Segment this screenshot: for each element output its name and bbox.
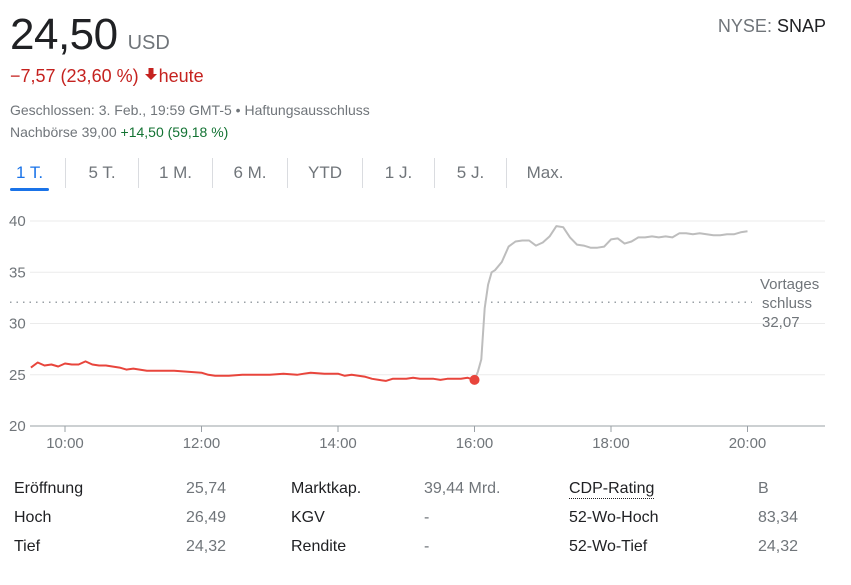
stat-value: 26,49 [186,509,227,526]
x-tick-label: 10:00 [46,435,84,452]
tab-divider [434,158,435,188]
stat-value: - [424,509,430,526]
tab-6-months[interactable]: 6 M. [233,163,267,182]
stat-value: - [424,538,430,555]
change-value: −7,57 (23,60 %) [10,66,139,86]
tab-divider [506,158,507,188]
stat-label: Eröffnung [14,480,84,497]
stat-value: 24,32 [186,538,227,555]
x-tick-label: 20:00 [729,435,767,452]
after-hours-price: Nachbörse 39,00 [10,124,117,140]
range-tabs: 1 T. 5 T. 1 M. 6 M. YTD 1 J. 5 J. Max. [10,158,583,192]
current-price: 24,50 [10,10,118,59]
after-hours-info: Nachbörse 39,00 +14,50 (59,18 %) [10,124,228,140]
price-row: 24,50 USD [10,10,170,60]
previous-close-value: 32,07 [762,314,800,331]
tab-divider [362,158,363,188]
currency-code: USD [127,32,170,54]
exchange-ticker[interactable]: NYSE: SNAP [717,16,826,36]
change-period: heute [158,66,204,86]
tab-1-day[interactable]: 1 T. [10,158,49,191]
y-tick-label: 40 [9,213,26,230]
x-tick-label: 14:00 [319,435,357,452]
tab-divider [287,158,288,188]
stat-label: KGV [291,509,325,526]
price-chart[interactable]: 40 35 30 25 20 10:00 12:00 14:00 16:00 18:00 20:00… [0,200,851,460]
stat-label[interactable]: CDP-Rating [569,480,655,499]
x-tick-label: 12:00 [183,435,221,452]
stat-value: 24,32 [758,538,799,555]
x-tick-label: 18:00 [592,435,630,452]
stat-label: Marktkap. [291,480,362,497]
y-tick-label: 30 [9,316,26,333]
stat-label: 52-Wo-Tief [569,538,648,555]
closed-text: Geschlossen: 3. Feb., 19:59 GMT-5 • [10,102,245,118]
after-hours-series-line [473,225,748,381]
y-tick-label: 25 [9,367,26,384]
tab-5-years[interactable]: 5 J. [456,163,485,182]
stat-label: Rendite [291,538,347,555]
stat-label: 52-Wo-Hoch [569,509,659,526]
y-tick-label: 35 [9,264,26,281]
regular-series-line [30,360,475,382]
y-tick-label: 20 [9,418,26,435]
previous-close-label: Vortages [760,276,819,293]
stat-value: 83,34 [758,509,799,526]
x-tick-label: 16:00 [456,435,494,452]
stat-label: Tief [14,538,41,555]
tab-1-month[interactable]: 1 M. [158,163,193,182]
tab-divider [138,158,139,188]
ticker-symbol: SNAP [776,16,826,36]
tab-1-year[interactable]: 1 J. [384,163,413,182]
stat-value: B [758,480,769,497]
exchange-name: NYSE [717,16,767,36]
stat-value: 39,44 Mrd. [424,480,501,497]
tab-5-days[interactable]: 5 T. [88,163,116,182]
tab-ytd[interactable]: YTD [308,163,342,182]
arrow-down-icon [143,66,159,87]
stats-row: Tief 24,32 Rendite - 52-Wo-Tief 24,32 [14,538,834,562]
stat-label: Hoch [14,509,52,526]
last-price-marker [469,374,480,385]
stats-row: Hoch 26,49 KGV - 52-Wo-Hoch 83,34 [14,509,834,533]
disclaimer-link[interactable]: Haftungsausschluss [244,102,370,118]
stat-value: 25,74 [186,480,227,497]
after-hours-change: +14,50 (59,18 %) [120,124,229,140]
tab-max[interactable]: Max. [526,163,564,182]
price-change: −7,57 (23,60 %) heute [10,66,204,87]
stats-row: Eröffnung 25,74 Marktkap. 39,44 Mrd. CDP-Rat… [14,480,834,504]
tab-divider [212,158,213,188]
tab-divider [65,158,66,188]
market-status: Geschlossen: 3. Feb., 19:59 GMT-5 • Haft… [10,102,370,118]
previous-close-label: schluss [762,295,812,312]
